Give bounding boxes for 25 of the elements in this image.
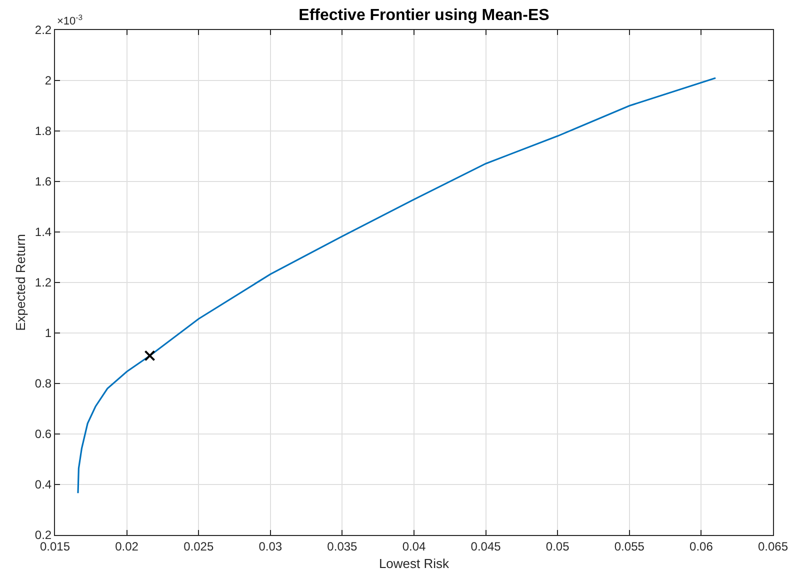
y-tick-label: 1 [44, 326, 52, 340]
x-tick-label: 0.025 [184, 539, 214, 554]
x-tick-label: 0.04 [402, 539, 426, 554]
y-tick-label: 1.8 [34, 124, 52, 138]
y-tick-label: 1.4 [34, 225, 52, 240]
x-tick-label: 0.065 [758, 539, 788, 554]
y-tick-label: 2 [44, 74, 52, 88]
y-tick-label: 0.8 [34, 376, 52, 391]
x-tick-label: 0.03 [258, 539, 282, 554]
line-series [77, 77, 716, 494]
x-axis-title: Lowest Risk [378, 556, 450, 571]
x-tick-label: 0.02 [115, 539, 139, 554]
chart-title: Effective Frontier using Mean-ES [298, 6, 550, 24]
y-axis-title: Expected Return [12, 234, 28, 331]
x-tick-label: 0.035 [327, 539, 358, 554]
text: ×10$^{-3}$ [57, 13, 83, 28]
y-tick-label: 0.6 [34, 427, 52, 442]
y-tick-label: 2.2 [34, 23, 52, 38]
x-tick-label: 0.06 [690, 539, 714, 554]
y-tick-label: 0.4 [34, 478, 52, 492]
x-tick-label: 0.045 [470, 539, 502, 554]
x-tick-label: 0.055 [614, 539, 645, 554]
x-tick-label: 0.05 [546, 539, 570, 554]
y-tick-label: 1.2 [34, 276, 52, 290]
y-tick-label: 1.6 [34, 174, 52, 189]
